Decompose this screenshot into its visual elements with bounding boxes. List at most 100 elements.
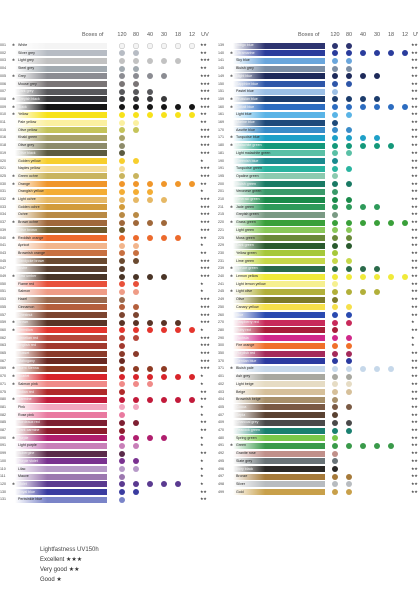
color-row: 230 Yellow green ★★ (218, 250, 418, 257)
color-name: Blue (236, 312, 244, 317)
box-inclusion-dot (332, 327, 338, 334)
color-name: Golden yellow (18, 158, 41, 163)
box-inclusion-dot (119, 365, 125, 372)
color-name: Greenish blue (236, 158, 259, 163)
uv-rating: ★★ (411, 443, 418, 448)
box-inclusion-dot (189, 327, 195, 334)
color-row: 049 ✱ Raw umber ★★★ (0, 273, 215, 280)
color-swatch-bar (233, 42, 325, 49)
color-name: Jade green (236, 204, 254, 209)
uv-rating: ★★ (411, 173, 418, 178)
color-swatch-bar (233, 373, 325, 380)
color-row: 120 ✱ Violet ★ (0, 481, 215, 488)
box-inclusion-dot (374, 134, 380, 141)
box-inclusion-dot (332, 381, 338, 388)
color-swatch-bar (233, 419, 325, 426)
color-name: Brown ochre (18, 220, 39, 225)
watercolour-symbol: ✱ (12, 58, 16, 63)
box-inclusion-dot (133, 312, 139, 318)
box-size-80: 80 (345, 32, 353, 38)
box-inclusion-dot (332, 81, 338, 87)
color-swatch-bar (233, 227, 325, 234)
box-inclusion-dot (119, 458, 125, 465)
uv-rating: ★★ (200, 397, 207, 402)
color-row: 002 Silver grey ★★ (0, 50, 215, 57)
color-code: 496 (218, 466, 224, 471)
color-swatch-bar (15, 381, 107, 388)
box-inclusion-dot (388, 442, 394, 449)
uv-rating: ★★ (200, 489, 207, 494)
box-size-40: 40 (359, 32, 367, 38)
color-swatch-bar (15, 50, 107, 57)
color-swatch-bar (15, 273, 107, 280)
box-inclusion-dot (346, 57, 352, 64)
color-code: 051 (0, 289, 6, 294)
box-inclusion-dot (360, 73, 366, 80)
box-inclusion-dot (119, 381, 125, 388)
box-inclusion-dot (175, 373, 181, 380)
uv-rating: ★★★ (411, 458, 418, 463)
color-code: 120 (0, 481, 6, 486)
color-swatch-bar (15, 304, 107, 311)
uv-rating: ★★ (411, 304, 418, 309)
color-code: 060 (0, 327, 6, 332)
uv-rating: ★★★ (200, 104, 210, 109)
box-inclusion-dot (346, 273, 352, 280)
box-inclusion-dot (346, 235, 352, 241)
color-code: 087 (0, 428, 6, 432)
uv-rating: ★★ (411, 250, 418, 255)
color-swatch-bar (15, 150, 107, 157)
color-name: Azurite blue (236, 127, 255, 132)
uv-rating: ★★★ (411, 466, 418, 471)
color-code: 069 (0, 366, 6, 371)
color-name: Light malachite green (236, 150, 271, 155)
box-inclusion-dot (346, 104, 352, 111)
uv-rating: ★★ (411, 58, 418, 63)
color-swatch-bar (15, 335, 107, 342)
color-name: Bluish green (236, 181, 256, 186)
color-name: Mauve (18, 474, 29, 479)
box-inclusion-dot (332, 427, 338, 434)
box-inclusion-dot (374, 265, 380, 272)
color-swatch-bar (233, 204, 325, 211)
box-inclusion-dot (332, 88, 338, 95)
color-swatch-bar (15, 442, 107, 449)
box-inclusion-dot (147, 235, 153, 241)
box-inclusion-dot (332, 96, 338, 103)
box-inclusion-dot (402, 219, 408, 226)
color-row: 225 Moss green ★★★ (218, 235, 418, 242)
box-inclusion-dot (119, 427, 125, 434)
uv-rating: ★★★ (411, 412, 418, 417)
box-inclusion-dot (388, 104, 394, 111)
box-inclusion-dot (175, 111, 181, 118)
box-inclusion-dot (360, 204, 366, 211)
box-inclusion-dot (161, 319, 167, 326)
color-row: 245 ✱Light olive ★★★ (218, 288, 418, 295)
color-swatch-bar (233, 473, 325, 480)
box-inclusion-dot (119, 350, 125, 357)
box-inclusion-dot (147, 42, 153, 49)
color-name: Grey (18, 73, 26, 78)
box-inclusion-dot (360, 50, 366, 57)
box-inclusion-dot (374, 96, 380, 103)
uv-label: UV (201, 32, 209, 38)
color-name: Brownish beige (236, 397, 261, 402)
color-name: Mouse grey (18, 81, 37, 86)
color-name: Green (236, 443, 246, 448)
box-inclusion-dot (374, 104, 380, 111)
box-inclusion-dot (147, 196, 153, 203)
color-code: 043 (0, 250, 6, 255)
uv-rating: ★★★ (411, 197, 418, 201)
box-inclusion-dot (119, 134, 125, 141)
box-inclusion-dot (388, 273, 394, 280)
uv-rating: ★★★ (411, 266, 418, 271)
color-swatch-bar (15, 327, 107, 334)
box-inclusion-dot (332, 73, 338, 80)
box-inclusion-dot (147, 73, 153, 80)
color-row: 131 Periwinkle blue ★★ (0, 496, 215, 503)
uv-rating: ★★★ (411, 235, 418, 240)
color-name: Spring green (236, 435, 257, 440)
color-name: Black (18, 104, 27, 109)
color-swatch-bar (233, 158, 325, 164)
box-inclusion-dot (133, 81, 139, 87)
